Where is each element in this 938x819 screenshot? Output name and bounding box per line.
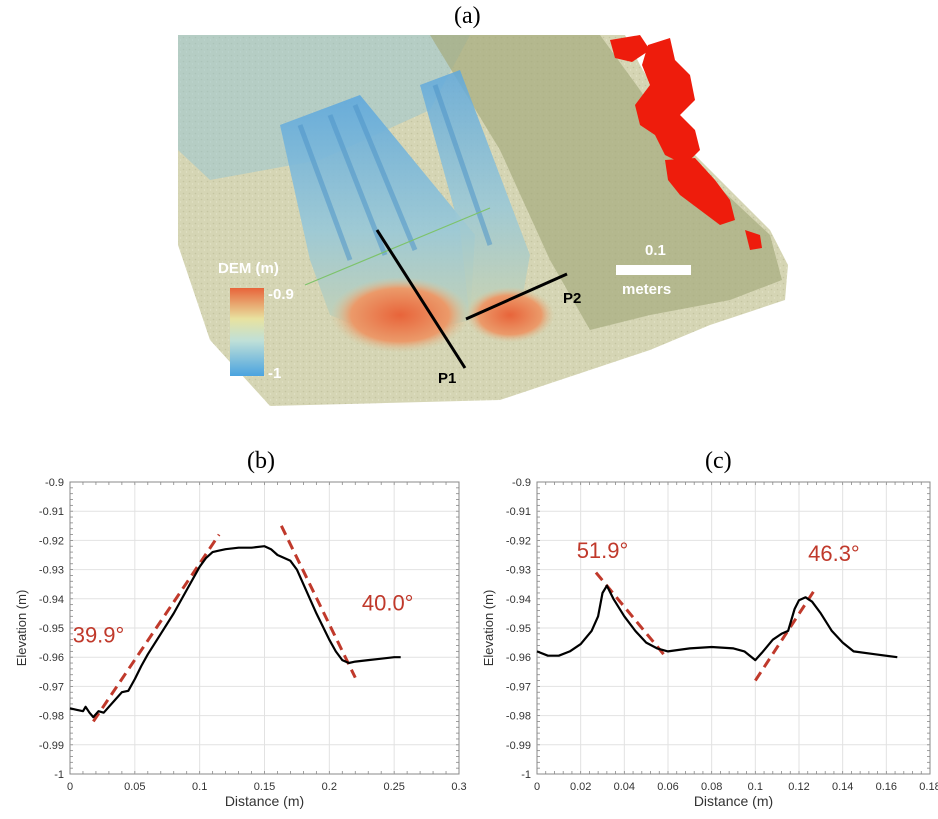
y-tick-label: -0.98 — [39, 711, 64, 723]
y-tick-label: -0.9 — [512, 477, 531, 489]
y-tick-label: -0.9 — [45, 477, 64, 489]
dem-upper-tint — [178, 35, 470, 180]
y-tick-label: -0.97 — [39, 681, 64, 693]
x-tick-label: 0.25 — [383, 781, 404, 793]
y-tick-label: -0.97 — [506, 681, 531, 693]
dem-map: P1 P2 DEM (m) -0.9 -1 0.1 meters — [178, 35, 788, 406]
profile-label-p1: P1 — [438, 370, 456, 387]
y-tick-label: -0.94 — [39, 594, 64, 606]
x-tick-label: 0 — [67, 781, 73, 793]
legend-min: -1 — [268, 365, 281, 382]
y-tick-label: -1 — [521, 769, 531, 781]
profile-label-p2: P2 — [563, 290, 581, 307]
x-tick-label: 0.2 — [322, 781, 337, 793]
y-tick-label: -0.96 — [506, 652, 531, 664]
scale-value: 0.1 — [645, 242, 666, 259]
x-tick-label: 0.3 — [451, 781, 466, 793]
x-tick-label: 0.06 — [657, 781, 678, 793]
x-tick-label: 0.18 — [919, 781, 938, 793]
x-axis-label: Distance (m) — [694, 793, 773, 809]
y-tick-label: -0.94 — [506, 594, 531, 606]
angle-label: 51.9° — [577, 538, 629, 563]
legend-colorbar — [230, 288, 264, 376]
x-tick-label: 0.16 — [876, 781, 897, 793]
y-tick-label: -0.95 — [506, 623, 531, 635]
y-tick-label: -0.99 — [39, 740, 64, 752]
profile-line-p1 — [375, 229, 467, 369]
y-tick-label: -0.98 — [506, 711, 531, 723]
y-tick-label: -0.91 — [39, 506, 64, 518]
angle-label: 46.3° — [808, 541, 860, 566]
y-tick-label: -0.99 — [506, 740, 531, 752]
y-tick-label: -0.93 — [39, 565, 64, 577]
legend-max: -0.9 — [268, 286, 294, 303]
scale-unit: meters — [622, 281, 671, 298]
x-tick-label: 0.1 — [192, 781, 207, 793]
green-transect — [304, 207, 491, 286]
red-overlay — [610, 35, 762, 250]
x-tick-label: 0.02 — [570, 781, 591, 793]
legend-title: DEM (m) — [218, 260, 279, 277]
panel-label-b: (b) — [247, 448, 275, 474]
panel-label-a: (a) — [454, 3, 481, 29]
angle-label: 39.9° — [73, 623, 125, 648]
y-axis-label: Elevation (m) — [481, 590, 496, 667]
fit-line — [754, 586, 818, 682]
panel-label-c: (c) — [705, 448, 732, 474]
x-tick-label: 0.05 — [124, 781, 145, 793]
dem-hot-p1 — [330, 277, 470, 353]
y-tick-label: -0.96 — [39, 652, 64, 664]
fit-line — [92, 533, 221, 723]
dem-hot-p2 — [465, 287, 555, 343]
x-tick-label: 0.1 — [748, 781, 763, 793]
y-tick-label: -0.95 — [39, 623, 64, 635]
dem-right-sector — [430, 35, 782, 330]
fit-line — [280, 525, 357, 679]
angle-label: 40.0° — [362, 590, 414, 615]
profile-line-p2 — [465, 272, 568, 321]
x-tick-label: 0.04 — [614, 781, 635, 793]
scale-bar — [616, 265, 691, 275]
x-tick-label: 0.12 — [788, 781, 809, 793]
x-tick-label: 0.14 — [832, 781, 853, 793]
y-tick-label: -0.92 — [39, 535, 64, 547]
profile-series-line — [536, 584, 898, 662]
profile-chart-p2: 0 0.02 0.04 0.06 0.08 0.1 0.12 0.14 0.16 0.18 -0.9… — [481, 477, 938, 809]
y-tick-label: -0.93 — [506, 565, 531, 577]
trench-left — [280, 95, 475, 340]
trench-stripes — [297, 84, 493, 261]
profile-series-line — [69, 545, 401, 719]
y-tick-label: -0.91 — [506, 506, 531, 518]
x-tick-label: 0.15 — [254, 781, 275, 793]
x-tick-label: 0.08 — [701, 781, 722, 793]
y-tick-label: -1 — [54, 769, 64, 781]
x-tick-label: 0 — [534, 781, 540, 793]
y-tick-label: -0.92 — [506, 535, 531, 547]
x-axis-label: Distance (m) — [225, 793, 304, 809]
y-axis-label: Elevation (m) — [14, 590, 29, 667]
profile-chart-p1: 0 0.05 0.1 0.15 0.2 0.25 0.3 -0.9 -0.91 -0.92 -0.9… — [14, 477, 467, 809]
